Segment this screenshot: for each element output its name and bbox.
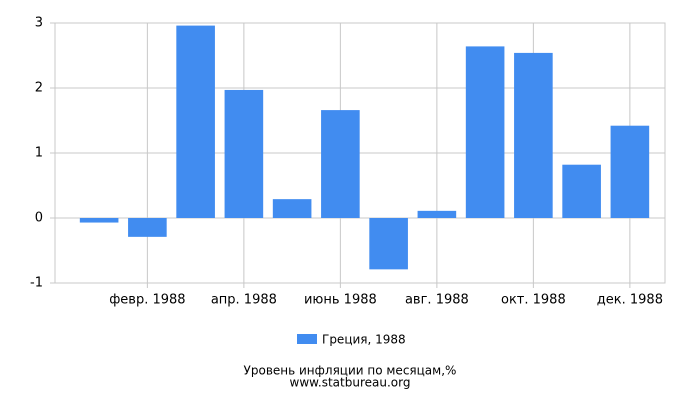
bar — [417, 210, 457, 218]
x-tick-label: февр. 1988 — [109, 293, 185, 308]
x-tick-label: июнь 1988 — [304, 293, 377, 308]
x-tick-label: окт. 1988 — [501, 293, 566, 308]
bar — [224, 89, 264, 218]
bar — [369, 218, 408, 270]
y-tick-label: 0 — [35, 211, 43, 226]
bar — [465, 46, 505, 219]
bar — [610, 125, 650, 218]
legend-label: Греция, 1988 — [322, 333, 406, 347]
x-tick-label: авг. 1988 — [405, 293, 469, 308]
y-tick-label: 3 — [35, 16, 43, 31]
bar — [79, 218, 119, 223]
x-tick-label: апр. 1988 — [211, 293, 277, 308]
x-tick-label: дек. 1988 — [597, 293, 663, 308]
bar — [128, 218, 167, 237]
bar — [321, 110, 360, 218]
y-tick-label: -1 — [30, 276, 43, 291]
bar — [562, 164, 601, 218]
y-tick-label: 1 — [35, 146, 43, 161]
bar — [272, 199, 312, 218]
y-tick-label: 2 — [35, 81, 43, 96]
chart-title: Уровень инфляции по месяцам,% — [244, 364, 457, 378]
bar — [176, 25, 215, 218]
chart-subtitle: www.statbureau.org — [290, 376, 411, 390]
legend-swatch — [297, 334, 317, 344]
bar — [514, 52, 553, 219]
